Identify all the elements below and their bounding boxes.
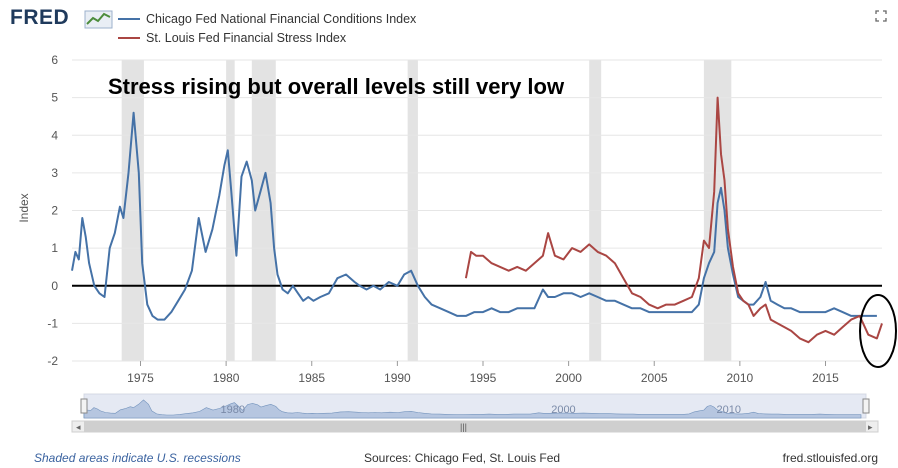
legend-item-stlouis[interactable]: St. Louis Fed Financial Stress Index (118, 28, 416, 47)
legend-item-chicago[interactable]: Chicago Fed National Financial Condition… (118, 9, 416, 28)
x-tick-label: 2010 (727, 371, 754, 385)
navigator-handle-left[interactable] (80, 398, 88, 414)
chart-legend: Chicago Fed National Financial Condition… (118, 9, 416, 47)
y-tick-label: 2 (51, 204, 58, 218)
x-tick-label: 1995 (470, 371, 497, 385)
legend-label-chicago: Chicago Fed National Financial Condition… (146, 11, 417, 26)
y-tick-label: 4 (51, 128, 58, 142)
chart-annotation: Stress rising but overall levels still v… (108, 74, 565, 99)
x-tick-label: 1990 (384, 371, 411, 385)
navigator-label: 1980 (221, 404, 245, 416)
footer-sources: Sources: Chicago Fed, St. Louis Fed (364, 451, 561, 465)
x-tick-label: 2000 (555, 371, 582, 385)
footer-recession-note: Shaded areas indicate U.S. recessions (34, 451, 241, 465)
x-tick-label: 2005 (641, 371, 668, 385)
y-tick-label: -1 (47, 316, 58, 330)
x-tick-label: 1985 (298, 371, 325, 385)
footer-site-link[interactable]: fred.stlouisfed.org (782, 451, 878, 465)
expand-icon[interactable] (875, 10, 887, 22)
y-tick-label: 3 (51, 166, 58, 180)
y-tick-label: 6 (51, 53, 58, 67)
chart-plot: -2 -1 0 1 2 3 4 5 6 1975 1980 1985 1990 1995 2000 2005 2… (17, 53, 897, 433)
y-tick-label: -2 (47, 354, 58, 368)
highlight-circle (859, 294, 897, 368)
y-tick-label: 1 (51, 241, 58, 255)
x-tick-label: 1980 (213, 371, 240, 385)
fred-logo[interactable]: FRED (10, 6, 70, 29)
series-line-0[interactable] (71, 111, 877, 321)
range-navigator[interactable]: 1980 2000 2010 (80, 393, 870, 419)
x-tick-label: 2015 (812, 371, 839, 385)
series-line-1[interactable] (464, 96, 883, 344)
scroll-right-arrow[interactable]: ▸ (868, 422, 873, 432)
scroll-left-arrow[interactable]: ◂ (76, 422, 81, 432)
chart-trend-icon (84, 10, 113, 29)
y-tick-label: 0 (51, 279, 58, 293)
x-tick-label: 1975 (127, 371, 154, 385)
legend-swatch-stlouis (118, 36, 140, 39)
y-axis-label: Index (17, 193, 31, 222)
y-tick-label: 5 (51, 91, 58, 105)
navigator-label: 2000 (551, 404, 575, 416)
navigator-area (83, 399, 862, 419)
range-scrollbar[interactable]: ◂ ▸ ||| (71, 420, 879, 433)
scroll-grip-icon[interactable]: ||| (460, 422, 467, 432)
legend-swatch-chicago (118, 17, 140, 20)
navigator-label: 2010 (717, 404, 741, 416)
legend-label-stlouis: St. Louis Fed Financial Stress Index (146, 30, 347, 45)
navigator-handle-right[interactable] (862, 398, 870, 414)
